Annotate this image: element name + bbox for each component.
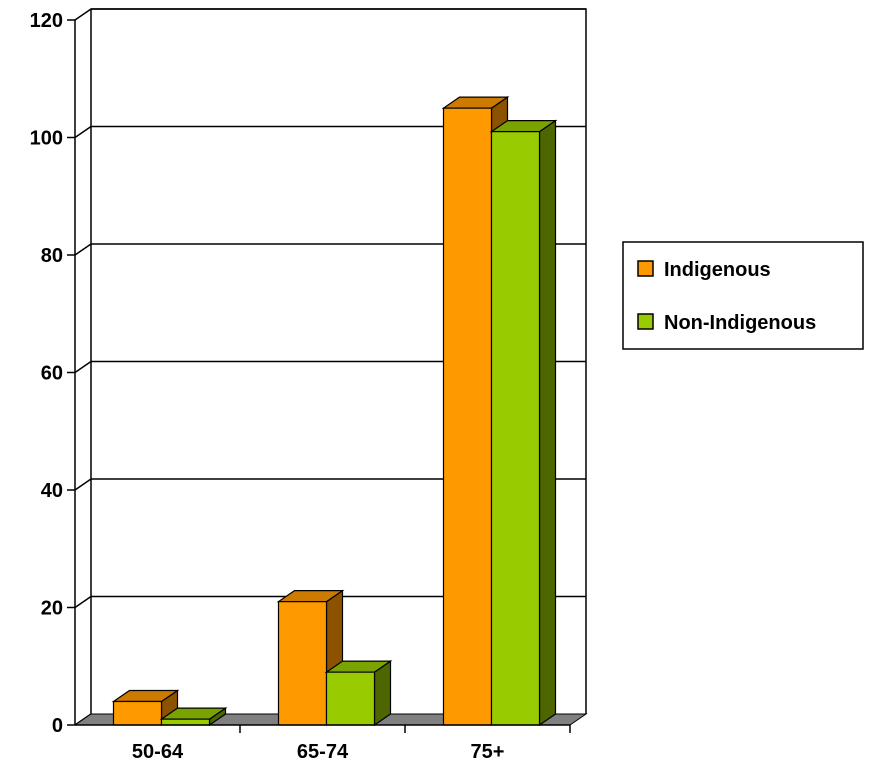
bar-front	[490, 131, 541, 726]
legend-label-indigenous: Indigenous	[664, 259, 771, 281]
gridline	[74, 8, 586, 21]
y-tick-label: 100	[30, 128, 63, 150]
bar-side	[538, 119, 557, 727]
bar-non-indigenous-65-74	[324, 659, 393, 727]
bar-non-indigenous-75+	[489, 119, 558, 727]
back-wall-edge	[91, 8, 587, 714]
y-tick-label: 20	[41, 598, 63, 620]
legend-label-non-indigenous: Non-Indigenous	[664, 312, 816, 334]
x-tick-label: 65-74	[297, 741, 349, 763]
y-tick-label: 120	[30, 10, 63, 32]
bar-front	[160, 718, 211, 726]
bar-non-indigenous-50-64	[159, 706, 228, 727]
axes	[67, 19, 571, 733]
bar-front	[112, 700, 163, 726]
legend-swatch-non-indigenous	[637, 313, 654, 330]
bar-front	[325, 671, 376, 726]
bar-front	[442, 107, 493, 726]
bar-front	[277, 601, 328, 726]
y-tick-label: 0	[52, 715, 63, 737]
x-tick-label: 75+	[471, 741, 505, 763]
tick-labels: 0 20 40 60 80 100 120 50-64 65-74 75+	[30, 10, 505, 763]
y-tick-label: 80	[41, 245, 63, 267]
bars	[111, 95, 558, 727]
y-tick-label: 40	[41, 480, 63, 502]
legend-box	[622, 241, 864, 350]
legend-swatch-indigenous	[637, 260, 654, 277]
x-tick-label: 50-64	[132, 741, 184, 763]
y-tick-label: 60	[41, 363, 63, 385]
legend: Indigenous Non-Indigenous	[622, 241, 864, 350]
